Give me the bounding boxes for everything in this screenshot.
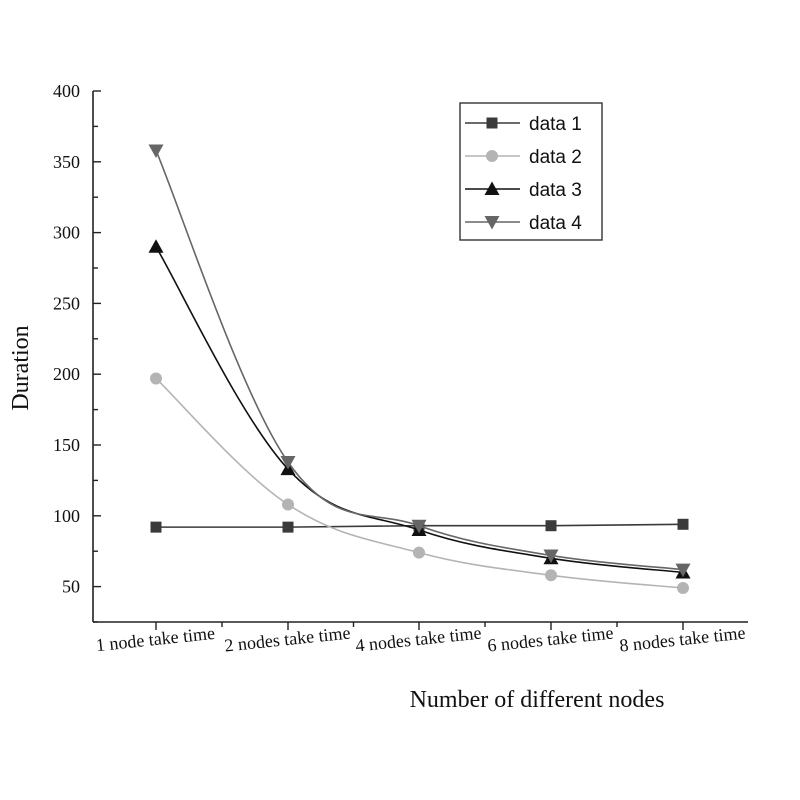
series-4	[148, 144, 691, 578]
legend-entry: data 4	[465, 213, 582, 234]
legend-marker	[486, 150, 498, 162]
series-lines	[148, 144, 691, 595]
y-tick-label: 250	[53, 293, 80, 313]
data-point	[545, 520, 557, 532]
legend-entry: data 3	[465, 180, 582, 201]
y-tick-label: 150	[53, 435, 80, 455]
legend-marker	[486, 117, 498, 129]
legend: data 1 data 2 data 3 data 4	[459, 102, 603, 241]
data-point	[150, 372, 162, 385]
legend-label: data 2	[529, 147, 582, 168]
legend-label: data 3	[529, 180, 582, 201]
y-tick-label: 50	[62, 577, 80, 597]
y-tick-label: 300	[53, 223, 80, 243]
legend-box	[459, 102, 603, 241]
data-point	[413, 546, 425, 559]
legend-entry: data 2	[465, 147, 582, 168]
data-point	[282, 521, 294, 533]
data-point	[411, 519, 427, 534]
data-point	[148, 239, 164, 253]
legend-marker	[484, 181, 500, 195]
data-point	[543, 549, 559, 563]
legend-marker	[484, 216, 500, 230]
data-point	[545, 569, 557, 582]
y-tick-label: 400	[53, 81, 80, 101]
data-point	[675, 563, 691, 578]
data-point	[677, 518, 689, 530]
x-axis-title: Number of different nodes	[410, 687, 665, 713]
data-point	[150, 521, 162, 533]
series-2	[150, 372, 689, 595]
data-point	[280, 455, 296, 470]
y-axis-title: Duration	[8, 325, 34, 410]
y-tick-label: 100	[53, 506, 80, 526]
series-line	[155, 246, 684, 574]
data-point	[282, 498, 294, 511]
legend-entry: data 1	[465, 114, 582, 135]
legend-label: data 1	[529, 114, 582, 135]
y-tick-label: 200	[53, 364, 80, 384]
y-tick-label: 350	[53, 152, 80, 172]
data-point	[677, 582, 689, 595]
series-line	[155, 150, 684, 571]
legend-label: data 4	[529, 213, 582, 234]
data-point	[148, 144, 164, 158]
